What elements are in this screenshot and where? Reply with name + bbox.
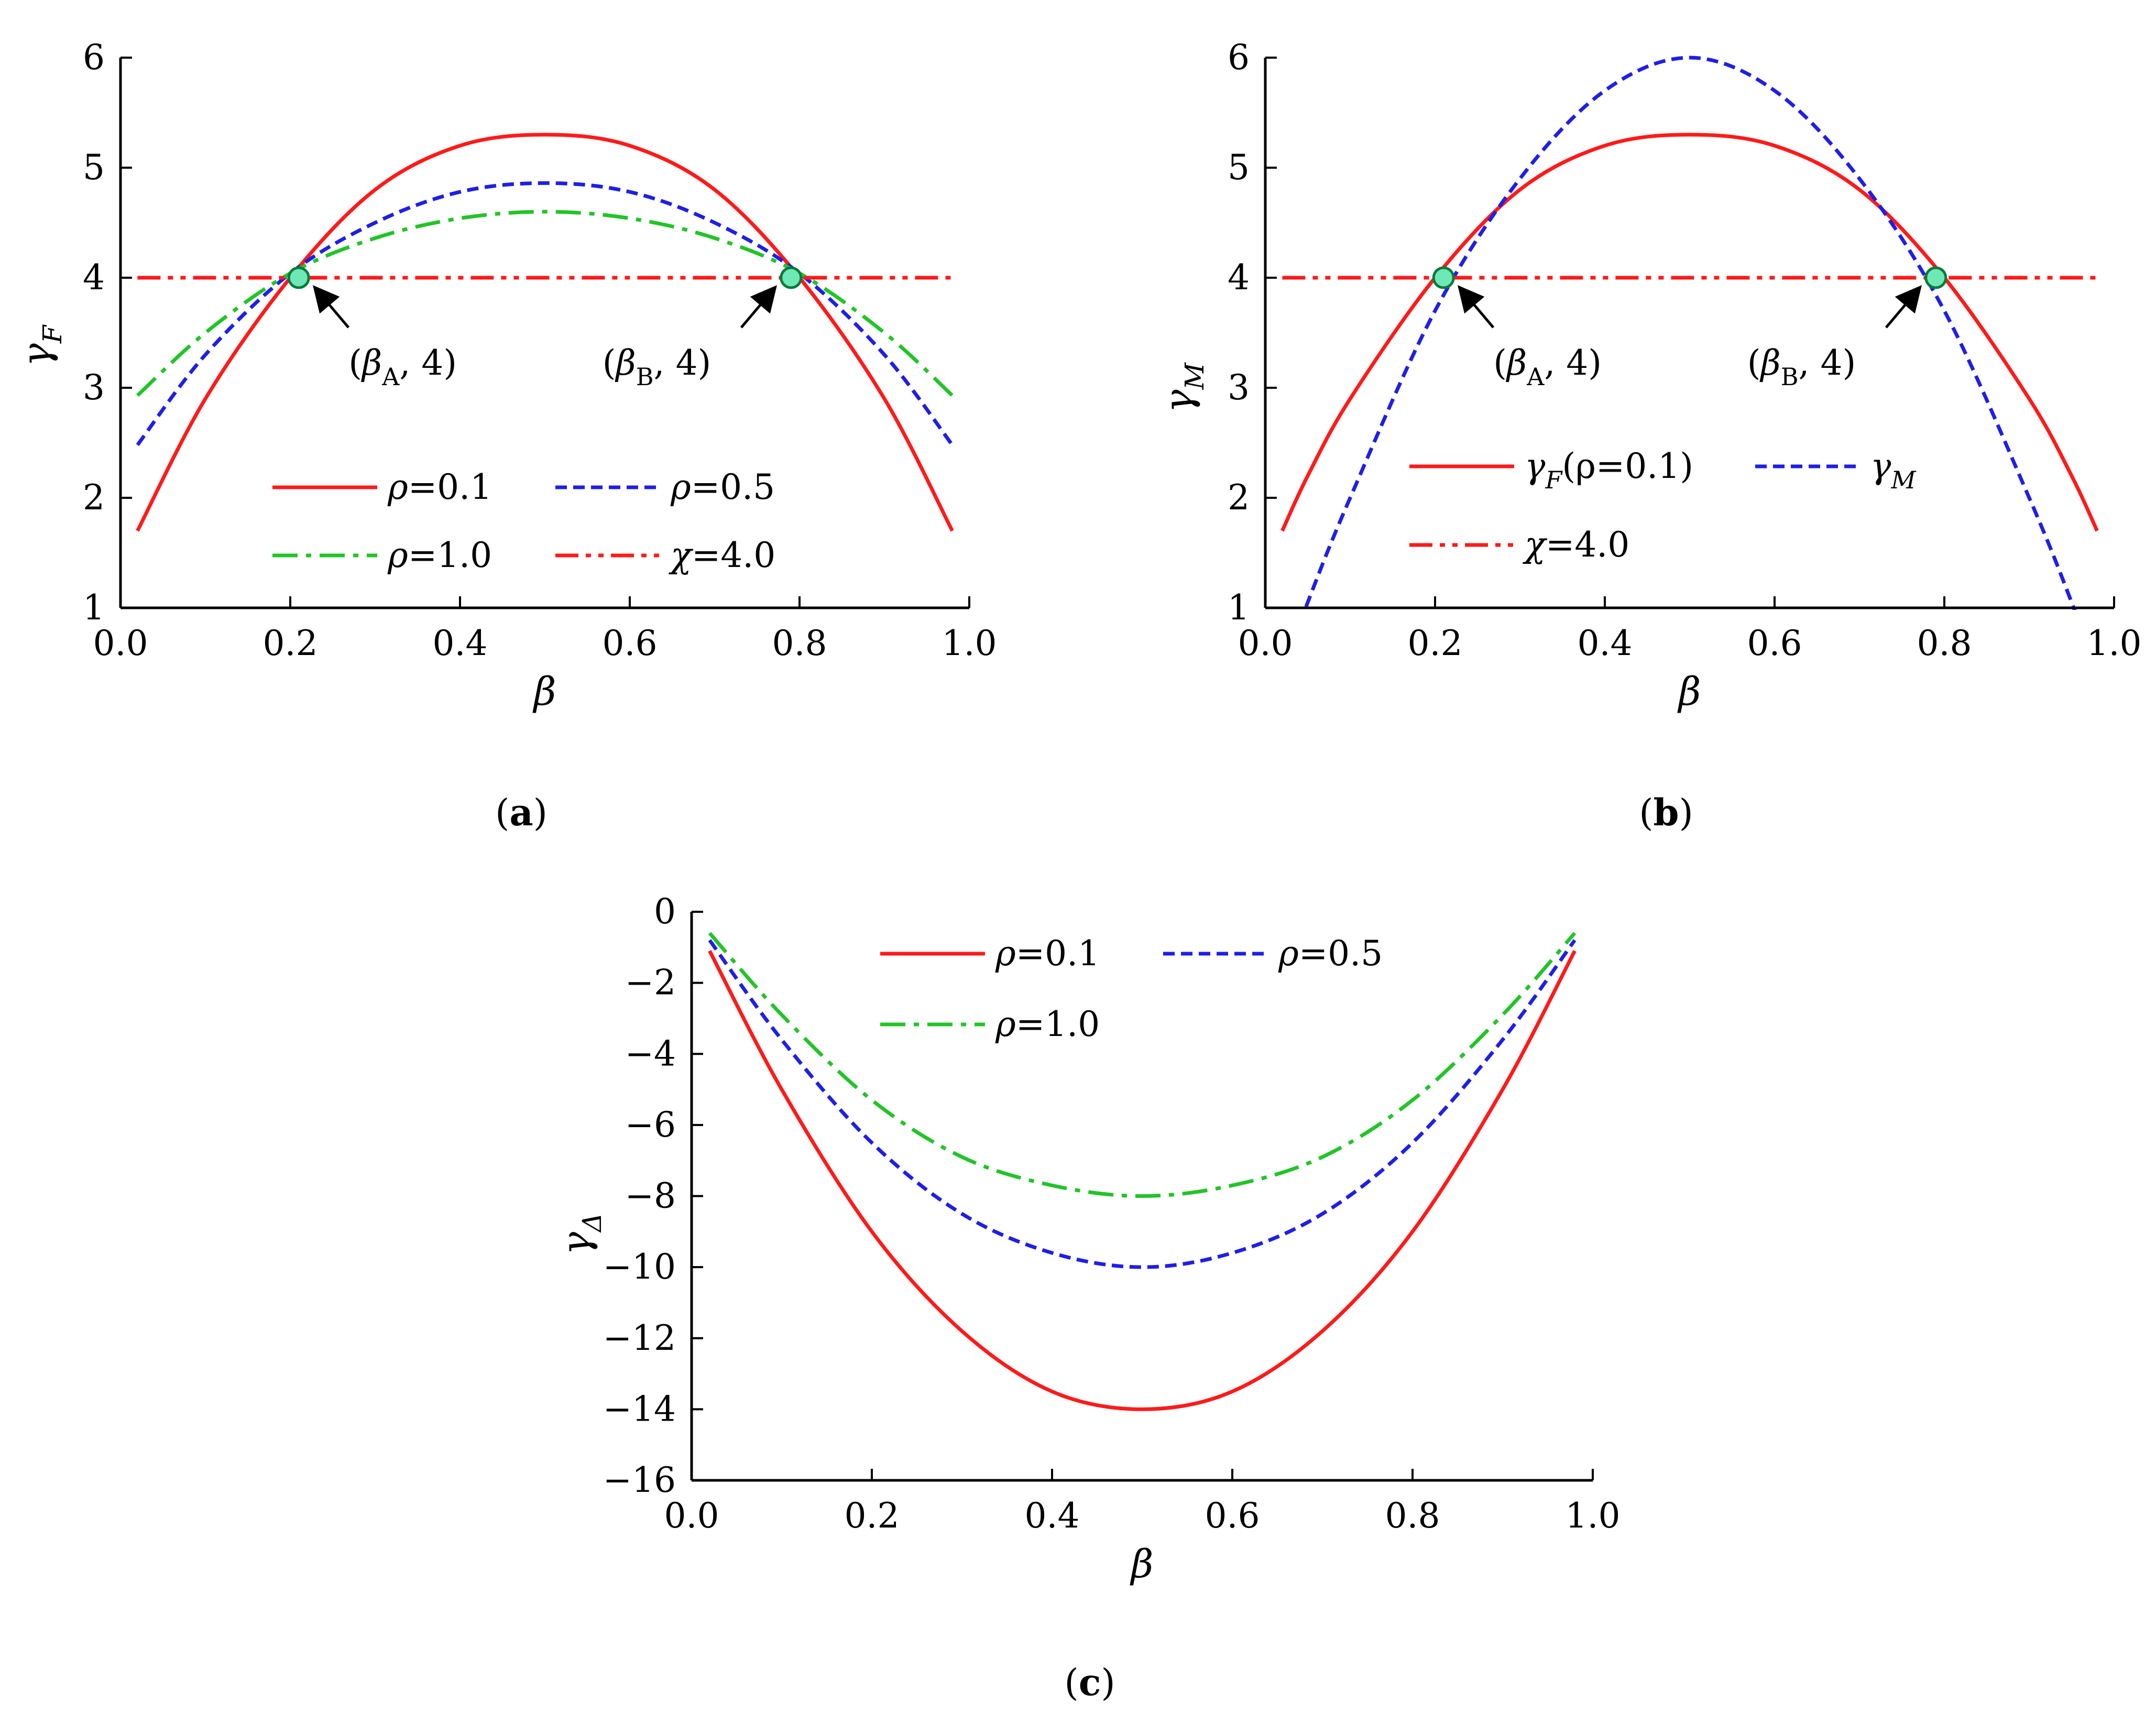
x-tick-label: 1.0 bbox=[2087, 623, 2142, 663]
series-line-2 bbox=[136, 210, 954, 397]
panel-b-lines bbox=[1281, 56, 2099, 610]
series-line-1 bbox=[136, 181, 954, 446]
y-tick-label: 5 bbox=[83, 147, 105, 188]
legend-label: χ=4.0 bbox=[1523, 525, 1629, 565]
annotation-arrow bbox=[1885, 285, 1922, 329]
y-tick-label: −8 bbox=[625, 1176, 676, 1216]
legend-label: ρ=1.0 bbox=[387, 535, 492, 575]
x-tick-label: 0.6 bbox=[1747, 623, 1802, 663]
y-tick-label: 1 bbox=[1228, 587, 1250, 628]
y-tick-label: 2 bbox=[83, 477, 105, 518]
series-line-1 bbox=[1303, 56, 2077, 610]
legend-label: ρ=0.5 bbox=[1278, 933, 1383, 974]
intersection-marker bbox=[287, 266, 310, 289]
legend-label: γM bbox=[1870, 446, 1917, 494]
y-tick-label: 0 bbox=[654, 891, 676, 932]
legend-label: ρ=0.1 bbox=[387, 467, 492, 507]
x-tick-label: 0.4 bbox=[1025, 1496, 1080, 1536]
panel-b-xlabel: β bbox=[1677, 669, 1701, 714]
intersection-label: (βA, 4) bbox=[348, 343, 457, 391]
y-tick-label: −12 bbox=[603, 1318, 676, 1358]
y-tick-label: 6 bbox=[1228, 37, 1250, 78]
panel-b-ylabel: γM bbox=[1156, 362, 1210, 412]
annotation-arrow bbox=[740, 285, 778, 329]
x-tick-label: 0.2 bbox=[263, 623, 318, 663]
annotation-arrow bbox=[1457, 285, 1495, 329]
panel-c-xlabel: β bbox=[1130, 1542, 1154, 1587]
y-tick-label: 5 bbox=[1228, 147, 1250, 188]
series-line-0 bbox=[136, 133, 954, 532]
panel-c-axes: 0.0 0.2 0.4 0.6 0.8 1.0 0 −2 −4 −6 −8 −10 −12 −14 −16 bbox=[603, 891, 1621, 1536]
panel-a-legend: ρ=0.1 ρ=0.5 ρ=1.0 χ=4.0 bbox=[272, 467, 775, 575]
x-tick-label: 0.4 bbox=[433, 623, 488, 663]
legend-label: ρ=0.1 bbox=[995, 933, 1100, 974]
intersection-marker bbox=[1924, 266, 1947, 289]
panel-c-caption: (c) bbox=[1064, 1661, 1115, 1704]
panel-a-lines bbox=[136, 133, 954, 532]
panel-a-caption: (a) bbox=[495, 791, 548, 834]
y-tick-label: 1 bbox=[83, 587, 105, 628]
series-line-1 bbox=[708, 939, 1577, 1269]
panel-b-points: (βA, 4) (βB, 4) bbox=[1432, 266, 1947, 391]
x-tick-label: 0.6 bbox=[1205, 1496, 1260, 1536]
y-tick-label: −2 bbox=[625, 963, 676, 1003]
panel-a-points: (βA, 4) (βB, 4) bbox=[287, 266, 803, 391]
y-tick-label: −10 bbox=[603, 1247, 676, 1287]
series-line-0 bbox=[1281, 133, 2099, 532]
x-tick-label: 0.0 bbox=[1238, 623, 1293, 663]
y-tick-label: 3 bbox=[83, 367, 105, 408]
x-tick-label: 0.6 bbox=[603, 623, 658, 663]
y-tick-label: −4 bbox=[625, 1033, 676, 1074]
y-tick-label: 3 bbox=[1228, 367, 1250, 408]
y-tick-label: 2 bbox=[1228, 477, 1250, 518]
x-tick-label: 0.8 bbox=[1385, 1496, 1440, 1536]
panel-a-xlabel: β bbox=[532, 669, 556, 714]
series-line-2 bbox=[708, 932, 1577, 1198]
x-tick-label: 0.4 bbox=[1578, 623, 1633, 663]
legend-label: χ=4.0 bbox=[669, 535, 775, 575]
y-tick-label: −16 bbox=[603, 1460, 676, 1500]
intersection-label: (βA, 4) bbox=[1493, 343, 1602, 391]
x-tick-label: 0.2 bbox=[845, 1496, 900, 1536]
legend-label: γF(ρ=0.1) bbox=[1525, 446, 1693, 494]
intersection-marker bbox=[780, 266, 803, 289]
y-tick-label: 4 bbox=[1228, 257, 1250, 298]
x-tick-label: 0.0 bbox=[93, 623, 148, 663]
x-tick-label: 0.2 bbox=[1408, 623, 1463, 663]
x-tick-label: 1.0 bbox=[942, 623, 997, 663]
intersection-label: (βB, 4) bbox=[603, 343, 711, 391]
y-tick-label: 4 bbox=[83, 257, 105, 298]
panel-a-ylabel: γF bbox=[14, 324, 68, 366]
intersection-marker bbox=[1432, 266, 1455, 289]
legend-label: ρ=1.0 bbox=[995, 1004, 1100, 1044]
y-tick-label: 6 bbox=[83, 37, 105, 78]
panel-c-legend: ρ=0.1 ρ=0.5 ρ=1.0 bbox=[880, 933, 1383, 1044]
panel-c: 0.0 0.2 0.4 0.6 0.8 1.00−2−4−6−8−10−12−14−16 … bbox=[554, 891, 1620, 1704]
intersection-label: (βB, 4) bbox=[1747, 343, 1856, 391]
panel-c-ylabel: γΔ bbox=[554, 1213, 607, 1255]
x-tick-label: 0.8 bbox=[1917, 623, 1972, 663]
panel-b-legend: γF(ρ=0.1) γM χ=4.0 bbox=[1409, 446, 1917, 565]
panel-b-axes: 0.0 0.2 0.4 0.6 0.8 1.0 1 2 3 4 5 6 bbox=[1228, 37, 2141, 663]
y-tick-label: −14 bbox=[603, 1389, 676, 1429]
annotation-arrow bbox=[312, 285, 350, 329]
x-tick-label: 0.0 bbox=[664, 1496, 719, 1536]
x-tick-label: 1.0 bbox=[1566, 1496, 1621, 1536]
y-tick-label: −6 bbox=[625, 1105, 676, 1145]
panel-b-caption: (b) bbox=[1639, 791, 1693, 834]
panel-c-lines bbox=[708, 932, 1577, 1411]
x-tick-label: 0.8 bbox=[772, 623, 827, 663]
legend-label: ρ=0.5 bbox=[670, 467, 775, 507]
panel-a-axes: 0.0 0.2 0.4 0.6 0.8 1.0 1 2 3 4 5 6 bbox=[83, 37, 997, 663]
series-line-0 bbox=[708, 950, 1577, 1411]
